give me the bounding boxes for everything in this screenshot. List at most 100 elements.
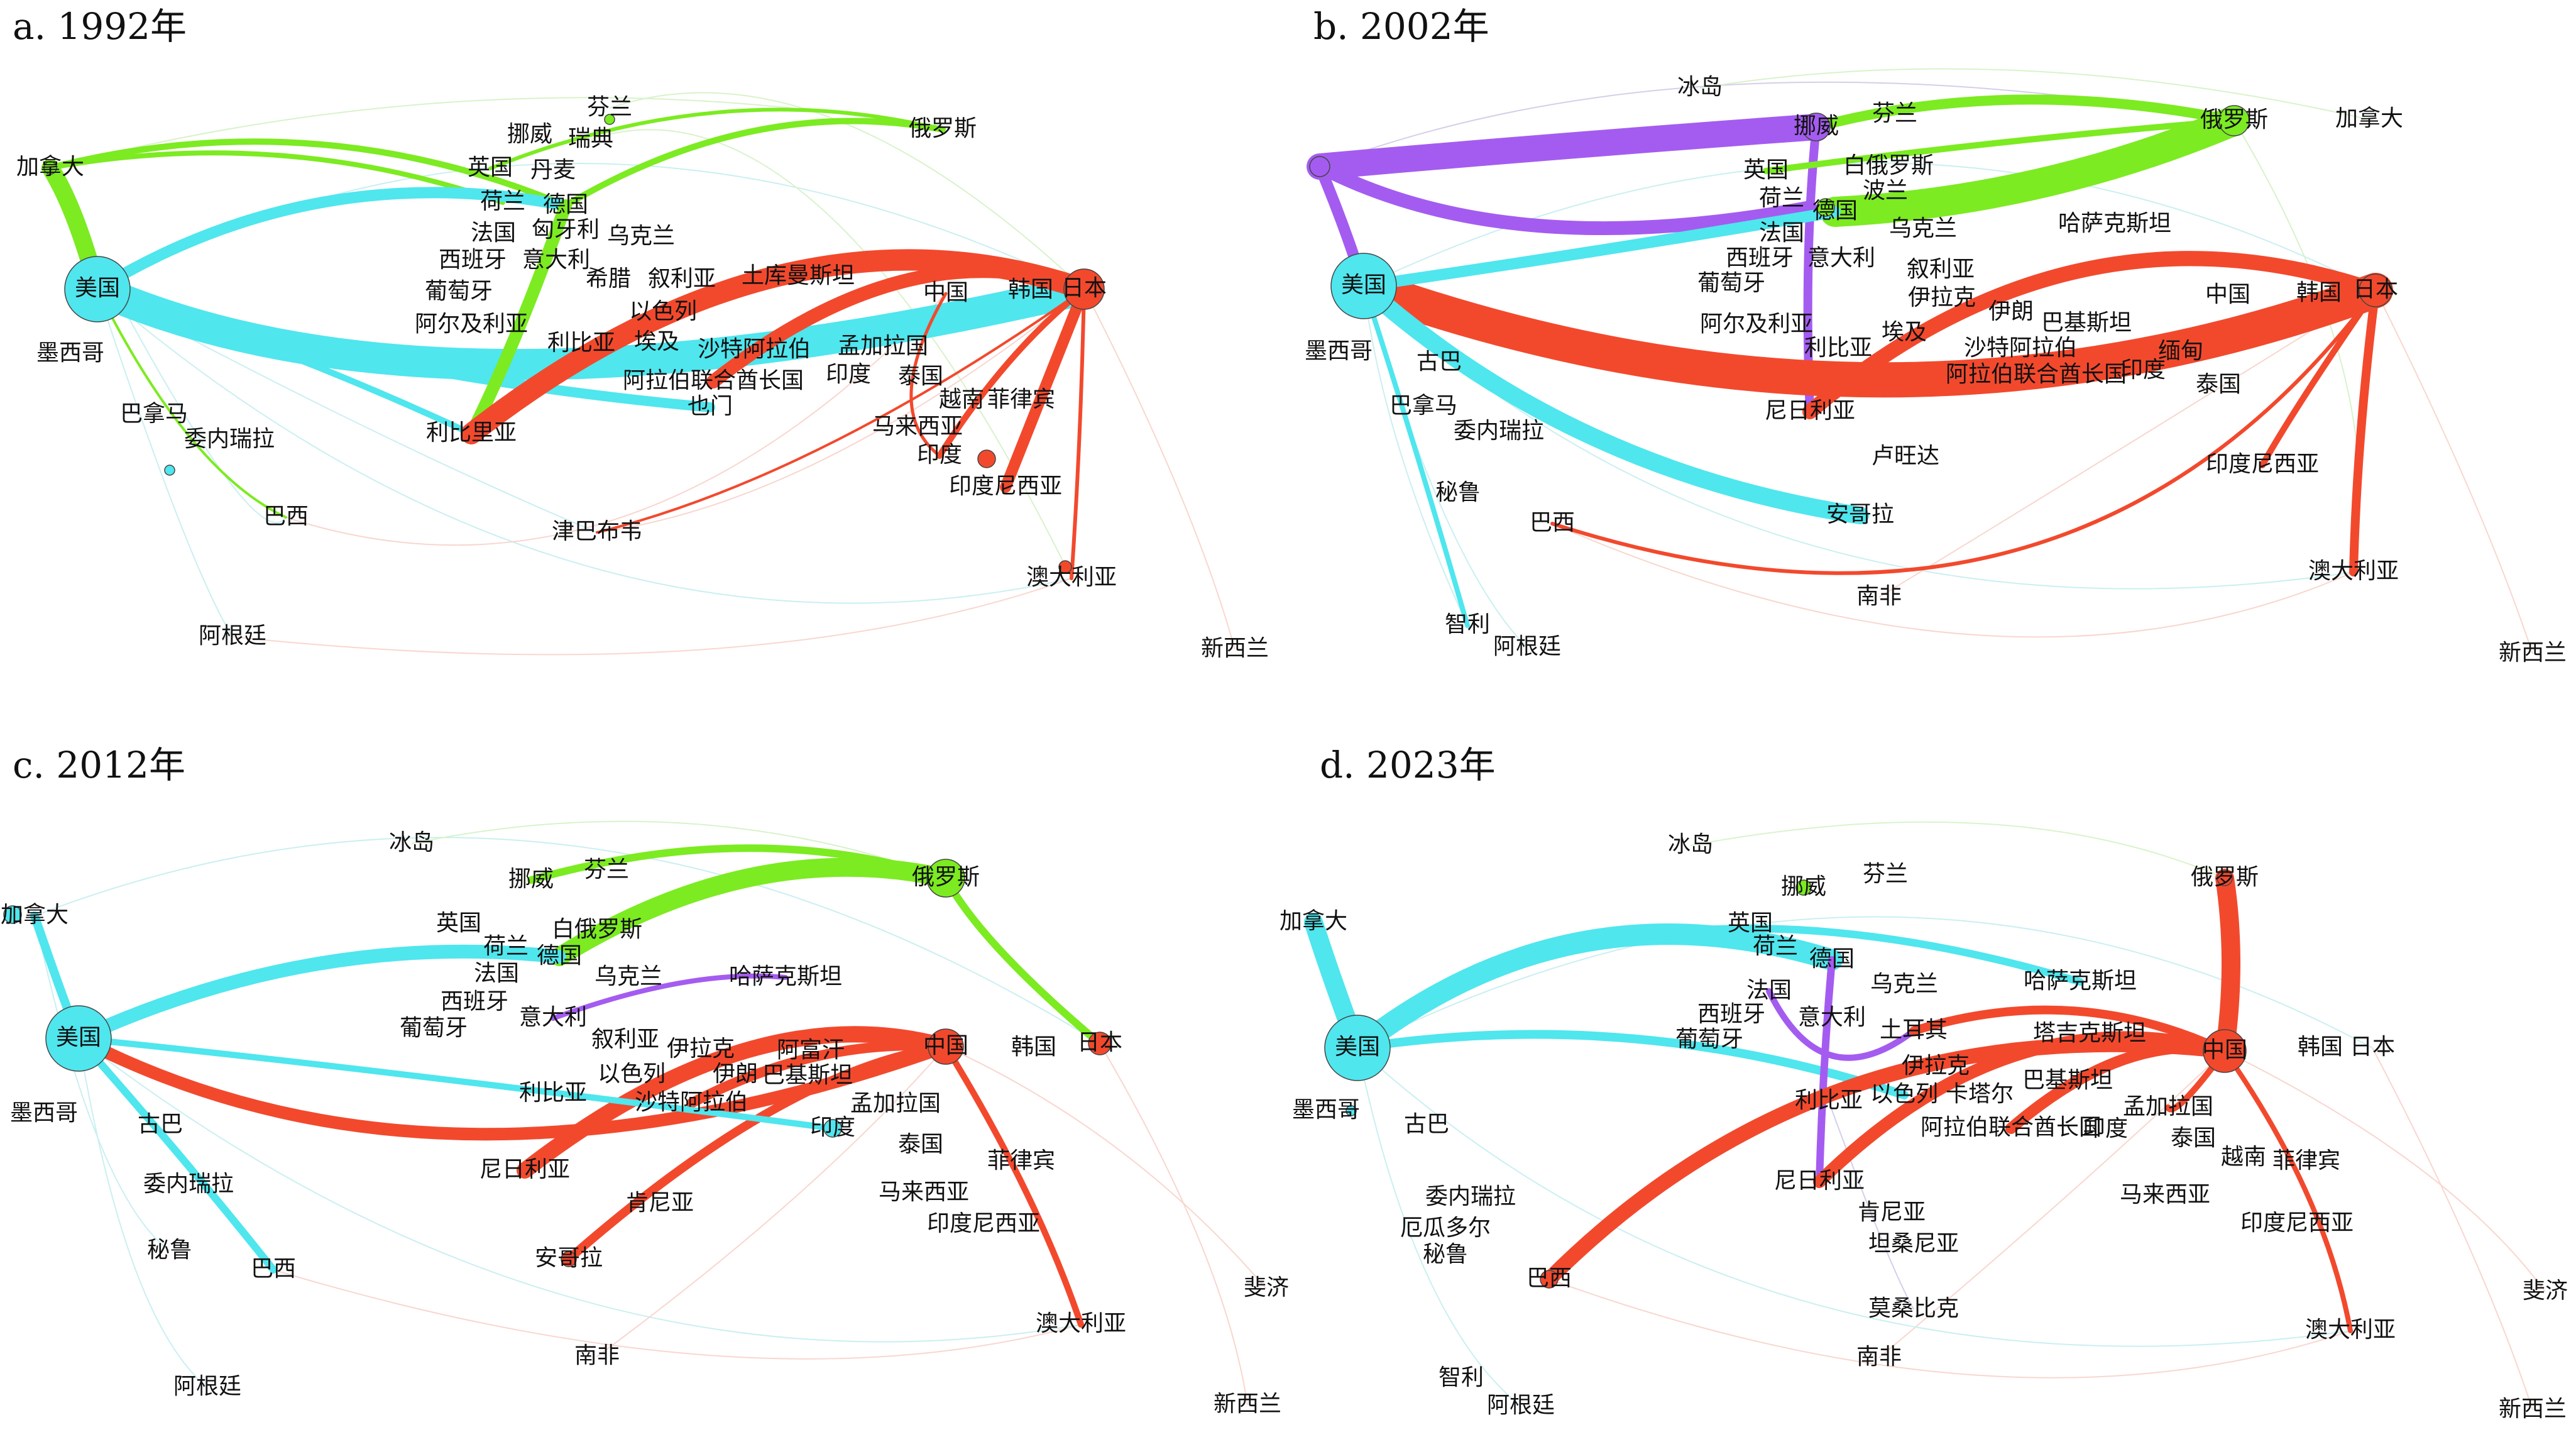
country-label: 安哥拉 bbox=[1826, 502, 1894, 527]
country-label: 巴拿马 bbox=[120, 401, 188, 427]
node-australia-1992 bbox=[1058, 560, 1072, 574]
country-label: 英国 bbox=[468, 155, 513, 180]
country-label: 印度 bbox=[917, 442, 962, 468]
panel-b-title: b. 2002年 bbox=[1313, 5, 1489, 48]
panel-d-minor-edges bbox=[1357, 821, 2546, 1411]
country-label: 阿根廷 bbox=[1487, 1392, 1555, 1418]
country-label: 菲律宾 bbox=[987, 1148, 1055, 1174]
country-label: 韩国 bbox=[1008, 277, 1053, 302]
country-label: 澳大利亚 bbox=[2308, 558, 2399, 584]
country-label: 阿尔及利亚 bbox=[415, 311, 528, 337]
country-label: 新西兰 bbox=[1214, 1391, 1281, 1417]
country-label: 英国 bbox=[436, 910, 481, 936]
node-norway-2023 bbox=[1795, 879, 1812, 896]
country-label: 泰国 bbox=[898, 1131, 943, 1157]
node-angola-2012 bbox=[561, 1251, 577, 1267]
country-label: 土耳其 bbox=[1880, 1017, 1948, 1043]
country-label: 日本 bbox=[2353, 277, 2398, 302]
node-russia-2012 bbox=[926, 859, 965, 898]
panel-d-title: d. 2023年 bbox=[1320, 744, 1496, 786]
country-label: 尼日利亚 bbox=[480, 1157, 570, 1182]
country-label: 卡塔尔 bbox=[1946, 1081, 2014, 1107]
node-canada-2012 bbox=[3, 905, 22, 924]
country-label: 巴基斯坦 bbox=[762, 1062, 853, 1088]
country-label: 沙特阿拉伯 bbox=[1964, 335, 2077, 361]
country-label: 巴基斯坦 bbox=[2022, 1067, 2113, 1093]
country-label: 意大利 bbox=[522, 247, 590, 273]
country-label: 菲律宾 bbox=[2272, 1148, 2340, 1174]
node-usa-2012 bbox=[45, 1005, 112, 1072]
panel-c-title: c. 2012年 bbox=[13, 744, 185, 786]
country-label: 埃及 bbox=[634, 329, 679, 355]
country-label: 意大利 bbox=[1798, 1005, 1866, 1030]
country-label: 西班牙 bbox=[439, 247, 507, 273]
country-label: 委内瑞拉 bbox=[1454, 418, 1544, 444]
country-label: 法国 bbox=[474, 961, 519, 986]
country-label: 古巴 bbox=[1417, 349, 1462, 375]
country-label: 日本 bbox=[1061, 275, 1107, 301]
country-label: 墨西哥 bbox=[10, 1100, 78, 1126]
country-label: 智利 bbox=[1439, 1365, 1484, 1390]
country-label: 俄罗斯 bbox=[912, 864, 980, 890]
country-label: 美国 bbox=[1341, 272, 1386, 298]
country-label: 肯尼亚 bbox=[1858, 1199, 1926, 1225]
country-label: 马来西亚 bbox=[2120, 1182, 2210, 1208]
country-label: 美国 bbox=[75, 275, 120, 301]
country-label: 加拿大 bbox=[1, 902, 69, 928]
country-label: 巴西 bbox=[1530, 510, 1575, 536]
country-label: 葡萄牙 bbox=[400, 1015, 468, 1041]
country-label: 挪威 bbox=[507, 121, 552, 147]
panel-c-minor-edges bbox=[34, 820, 1267, 1406]
country-label: 阿根廷 bbox=[199, 623, 266, 649]
country-label: 墨西哥 bbox=[36, 340, 104, 366]
country-label: 卢旺达 bbox=[1872, 443, 1939, 469]
country-label: 南非 bbox=[1856, 583, 1902, 609]
country-label: 法国 bbox=[1746, 977, 1792, 1003]
country-label: 印度 bbox=[810, 1115, 855, 1140]
node-west-2002 bbox=[1309, 156, 1330, 177]
node-canada-1992 bbox=[43, 161, 57, 175]
country-label: 法国 bbox=[1759, 220, 1804, 246]
node-china-2023 bbox=[2203, 1029, 2247, 1073]
node-china-2012 bbox=[928, 1028, 964, 1065]
country-label: 乌克兰 bbox=[1889, 216, 1957, 241]
country-label: 叙利亚 bbox=[648, 266, 716, 292]
country-label: 韩国 bbox=[2296, 280, 2342, 306]
country-label: 莫桑比克 bbox=[1868, 1296, 1959, 1321]
panel-b-nodes bbox=[1309, 105, 2392, 319]
country-label: 德国 bbox=[1812, 198, 1858, 224]
country-label: 挪威 bbox=[1794, 113, 1839, 139]
country-label: 中国 bbox=[2205, 282, 2250, 307]
country-label: 伊拉克 bbox=[1908, 285, 1976, 311]
country-label: 斐济 bbox=[1244, 1275, 1289, 1301]
country-label: 伊朗 bbox=[1988, 299, 2034, 324]
country-label: 越南 bbox=[2221, 1144, 2266, 1170]
country-label: 意大利 bbox=[1807, 245, 1875, 271]
country-label: 叙利亚 bbox=[1907, 256, 1975, 282]
country-label: 墨西哥 bbox=[1305, 338, 1373, 364]
country-label: 以色列 bbox=[629, 299, 697, 324]
country-label: 挪威 bbox=[508, 866, 554, 892]
panel-d-major-edges bbox=[1304, 869, 2353, 1333]
country-label: 秘鲁 bbox=[147, 1237, 192, 1263]
country-label: 以色列 bbox=[598, 1061, 666, 1087]
country-label: 印度尼西亚 bbox=[927, 1211, 1040, 1236]
country-label: 埃及 bbox=[1882, 319, 1927, 345]
node-germany-2002 bbox=[1816, 198, 1835, 217]
node-indonesia-1992 bbox=[977, 449, 996, 468]
panel-a: a. 1992年 bbox=[13, 5, 1269, 661]
country-label: 德国 bbox=[543, 192, 588, 217]
country-label: 马来西亚 bbox=[879, 1179, 969, 1205]
node-usa-2023 bbox=[1324, 1015, 1391, 1081]
country-label: 印度 bbox=[2083, 1116, 2128, 1142]
country-label: 智利 bbox=[1445, 612, 1490, 637]
country-label: 葡萄牙 bbox=[425, 278, 493, 304]
country-label: 阿拉伯联合酋长国 bbox=[623, 368, 804, 394]
country-label: 英国 bbox=[1743, 157, 1789, 183]
panel-a-title: a. 1992年 bbox=[13, 5, 187, 48]
country-label: 印度 bbox=[2120, 357, 2166, 383]
country-label: 南非 bbox=[1856, 1344, 1902, 1370]
node-japan-2002 bbox=[2359, 273, 2392, 307]
